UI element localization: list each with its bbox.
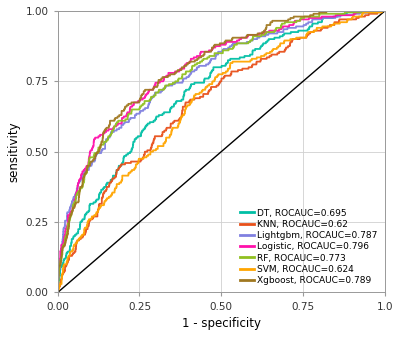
Legend: DT, ROCAUC=0.695, KNN, ROCAUC=0.62, Lightgbm, ROCAUC=0.787, Logistic, ROCAUC=0.7: DT, ROCAUC=0.695, KNN, ROCAUC=0.62, Ligh… xyxy=(237,206,380,288)
Y-axis label: sensitivity: sensitivity xyxy=(7,121,20,182)
X-axis label: 1 - specificity: 1 - specificity xyxy=(182,317,261,330)
